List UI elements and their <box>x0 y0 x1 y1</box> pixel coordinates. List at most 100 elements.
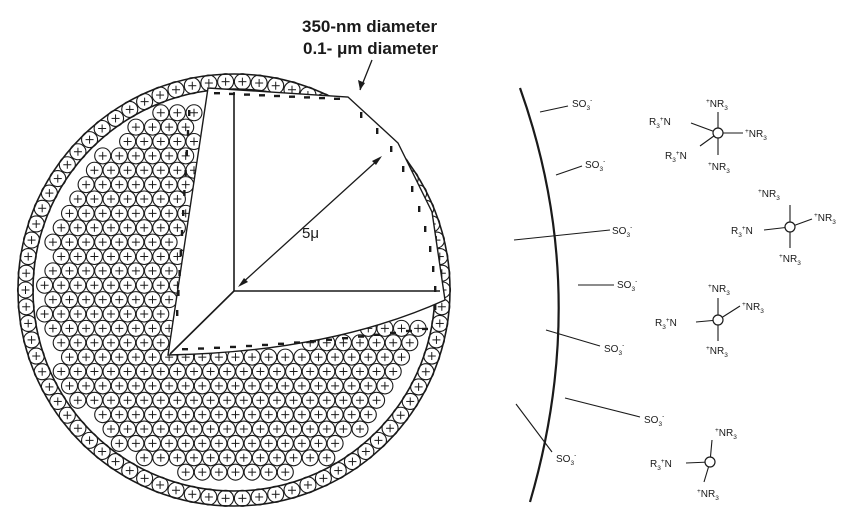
latex-particle <box>77 262 95 280</box>
amine-molecule: +NR3 +NR3 +NR3 R3+N <box>655 283 764 359</box>
sulfonate-label: SO3- <box>617 278 637 293</box>
latex-particle <box>119 132 137 151</box>
latex-particle <box>69 334 87 352</box>
latex-particle <box>152 362 170 381</box>
latex-particle <box>268 391 286 409</box>
latex-particle <box>60 319 79 337</box>
latex-particle <box>202 391 220 409</box>
latex-particle <box>58 156 76 174</box>
sulfonate-dash <box>326 338 332 341</box>
latex-particle <box>243 463 261 481</box>
latex-particle <box>193 406 211 424</box>
latex-particle <box>85 362 103 381</box>
nr3-group-label: +NR3 <box>697 488 719 502</box>
latex-particle <box>384 362 402 381</box>
sulfonate-groups: SO3- SO3- SO3- SO3- SO3- SO3- SO3- <box>513 97 664 467</box>
latex-particle <box>293 434 311 452</box>
latex-particle <box>243 348 261 366</box>
latex-particle <box>119 362 137 381</box>
latex-particle <box>52 362 70 381</box>
latex-particle <box>357 442 375 461</box>
sulfonate-site-marks <box>176 92 437 351</box>
latex-particle <box>135 161 153 179</box>
latex-particle <box>168 420 186 438</box>
latex-particle <box>160 118 178 136</box>
latex-particle <box>127 377 145 395</box>
latex-particle <box>135 219 153 237</box>
sulfonate-dash <box>244 93 250 96</box>
amine-molecule: +NR3 +NR3 R3+N <box>650 427 737 502</box>
latex-particle <box>318 420 336 438</box>
latex-particle <box>285 449 303 467</box>
sulfonate-dash <box>198 347 204 350</box>
sulfonate-dash <box>360 112 363 118</box>
latex-particle <box>392 406 410 424</box>
latex-particle <box>160 147 178 165</box>
latex-particle <box>152 305 170 323</box>
latex-particle <box>202 362 220 381</box>
sulfonate-dash <box>188 110 191 116</box>
latex-particle <box>69 143 87 161</box>
latex-particle <box>260 434 278 452</box>
sulfonate-dash <box>429 246 432 252</box>
latex-particle <box>69 219 87 237</box>
latex-particle <box>93 442 111 461</box>
latex-particle <box>36 276 54 294</box>
latex-particle <box>152 104 170 122</box>
latex-particle <box>119 190 137 208</box>
latex-particle <box>94 204 112 222</box>
sulfonate-dash <box>294 341 300 344</box>
latex-particle <box>135 276 153 294</box>
latex-particle <box>226 406 245 424</box>
latex-particle <box>217 489 235 507</box>
latex-particle <box>285 362 303 381</box>
latex-particle <box>210 434 228 452</box>
cutaway-section: 5μ <box>167 87 446 356</box>
latex-particle <box>85 247 103 266</box>
latex-particle <box>60 204 79 222</box>
latex-particle <box>127 262 145 280</box>
latex-particle <box>160 204 178 222</box>
latex-particle <box>226 377 245 395</box>
latex-particle <box>85 190 103 208</box>
latex-particle <box>293 406 311 424</box>
latex-particle <box>127 348 145 366</box>
latex-particle <box>343 348 361 366</box>
latex-particle <box>152 247 170 266</box>
latex-particle <box>193 377 211 395</box>
sulfonate-dash <box>434 304 437 310</box>
latex-particle <box>334 362 352 381</box>
latex-particle <box>309 377 328 395</box>
latex-particle <box>58 406 76 424</box>
latex-particle <box>94 348 112 366</box>
radius-arrow <box>238 156 382 287</box>
latex-particle <box>69 362 87 381</box>
latex-particle <box>60 348 79 366</box>
latex-particle <box>250 488 268 506</box>
latex-particle <box>127 147 145 165</box>
latex-particle <box>218 362 236 381</box>
latex-particle <box>359 348 377 366</box>
sulfonate-dash <box>176 310 179 316</box>
latex-particle <box>381 419 399 437</box>
sulfonate-dash <box>214 346 220 349</box>
latex-particle <box>318 391 336 409</box>
molecule-core <box>784 221 796 233</box>
amine-molecule: +NR3 +NR3 +NR3 R3+N <box>731 188 836 267</box>
latex-particle <box>127 204 145 222</box>
sulfonate-group: SO3- <box>564 397 664 428</box>
latex-particle <box>243 377 261 395</box>
latex-particle <box>276 463 294 481</box>
latex-particle <box>243 406 261 424</box>
latex-particle <box>235 420 253 438</box>
radius-label: 5μ <box>302 225 319 242</box>
latex-particle <box>168 132 186 151</box>
latex-particle <box>107 109 125 127</box>
latex-particle <box>69 247 87 266</box>
latex-particle <box>110 291 128 309</box>
latex-particle <box>60 233 79 251</box>
sulfonate-dash <box>214 92 220 95</box>
latex-particle <box>119 219 137 237</box>
latex-particle <box>102 161 120 179</box>
latex-particle <box>160 291 178 309</box>
